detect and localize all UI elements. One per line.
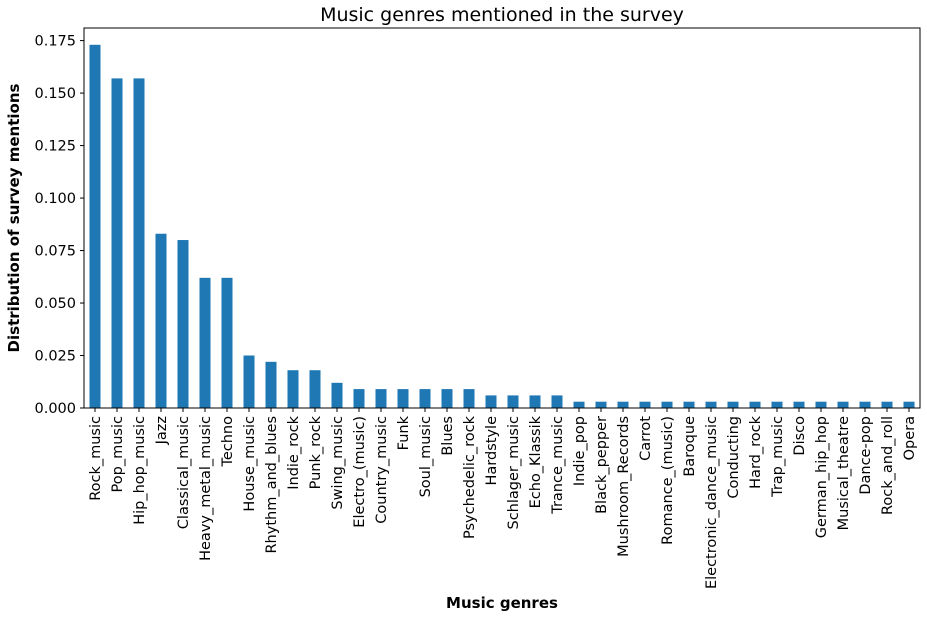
bar-heavy-metal-music <box>199 277 211 408</box>
bar-romance-music <box>661 401 673 408</box>
x-tick-label: Rock_music <box>88 416 104 501</box>
x-tick-label: Carrot <box>638 416 654 461</box>
bar-echo-klassik <box>529 395 541 408</box>
x-tick-label: Rhythm_and_blues <box>264 416 280 554</box>
y-tick-label: 0.075 <box>34 244 76 260</box>
y-tick-label: 0.175 <box>34 34 76 50</box>
bar-rock-and-roll <box>881 401 893 408</box>
bar-musical-theatre <box>837 401 849 408</box>
y-tick-label: 0.150 <box>34 86 76 102</box>
bar-rock-music <box>89 44 101 409</box>
bar-carrot <box>639 401 651 408</box>
bar-baroque <box>683 401 695 408</box>
bar-electronic-dance-music <box>705 401 717 408</box>
bar-country-music <box>375 389 387 408</box>
bar-german-hip-hop <box>815 401 827 408</box>
x-tick-label: Schlager_music <box>506 416 522 530</box>
bar-indie-rock <box>287 370 299 408</box>
bar-swing-music <box>331 382 343 408</box>
bar-disco <box>793 401 805 408</box>
bar-conducting <box>727 401 739 408</box>
bar-house-music <box>243 355 255 408</box>
bar-blues <box>441 389 453 408</box>
x-tick-label: Country_music <box>374 416 390 524</box>
bar-black-pepper <box>595 401 607 408</box>
x-tick-label: Opera <box>902 416 918 460</box>
x-tick-label: Hardstyle <box>484 416 500 486</box>
bar-soul-music <box>419 389 431 408</box>
bar-classical-music <box>177 240 189 408</box>
bars-group <box>89 44 915 409</box>
x-tick-label: Soul_music <box>418 416 434 497</box>
x-tick-label: Romance_(music) <box>660 416 676 545</box>
bar-dance-pop <box>859 401 871 408</box>
x-tick-label: Classical_music <box>176 416 192 529</box>
plot-frame <box>83 27 921 409</box>
y-tick-label: 0.050 <box>34 296 76 312</box>
bar-psychedelic-rock <box>463 389 475 408</box>
bar-trance-music <box>551 395 563 408</box>
x-tick-label: Echo_Klassik <box>528 415 544 508</box>
x-tick-label: House_music <box>242 416 258 512</box>
x-tick-label: Mushroom_Records <box>616 416 632 557</box>
bar-rhythm-and-blues <box>265 361 277 408</box>
x-tick-label: Disco <box>792 416 808 456</box>
bar-electro-music <box>353 389 365 408</box>
x-tick-label: Musical_theatre <box>836 416 852 530</box>
bar-opera <box>903 401 915 408</box>
bar-indie-pop <box>573 401 585 408</box>
x-tick-label: Black_pepper <box>594 416 610 514</box>
x-tick-label: Blues <box>440 416 456 456</box>
bar-funk <box>397 389 409 408</box>
x-tick-label: Psychedelic_rock <box>462 415 478 539</box>
x-tick-label: Indie_rock <box>286 415 302 489</box>
x-tick-label: Punk_rock <box>308 415 324 489</box>
x-tick-label: German_hip_hop <box>814 416 830 538</box>
x-tick-label: Pop_music <box>110 416 126 492</box>
x-tick-label: Conducting <box>726 416 742 499</box>
x-tick-label: Heavy_metal_music <box>198 416 214 561</box>
bar-hip-hop-music <box>133 78 145 408</box>
x-tick-label: Baroque <box>682 416 698 477</box>
x-tick-label: Electro_(music) <box>352 416 368 528</box>
x-tick-label: Trap_music <box>770 416 786 498</box>
bar-trap-music <box>771 401 783 408</box>
bar-jazz <box>155 233 167 408</box>
y-axis-label: Distribution of survey mentions <box>5 83 23 352</box>
x-tick-label: Dance-pop <box>858 416 874 495</box>
x-tick-label: Jazz <box>154 416 170 445</box>
bar-techno <box>221 277 233 408</box>
x-tick-label: Hip_hop_music <box>132 416 148 525</box>
y-tick-label: 0.125 <box>34 139 76 155</box>
x-tick-label: Hard_rock <box>748 415 764 488</box>
x-tick-label: Electronic_dance_music <box>704 416 720 589</box>
bar-schlager-music <box>507 395 519 408</box>
chart-title: Music genres mentioned in the survey <box>320 4 684 26</box>
bar-mushroom-records <box>617 401 629 408</box>
bar-punk-rock <box>309 370 321 408</box>
y-tick-label: 0.025 <box>34 349 76 365</box>
x-axis: Rock_music Pop_music Hip_hop_music Jazz Clas… <box>88 408 918 589</box>
y-tick-label: 0.100 <box>34 191 76 207</box>
x-tick-label: Rock_and_roll <box>880 416 896 515</box>
bar-hard-rock <box>749 401 761 408</box>
x-tick-label: Indie_pop <box>572 416 588 486</box>
x-tick-label: Funk <box>396 415 412 450</box>
bar-pop-music <box>111 78 123 408</box>
bar-hardstyle <box>485 395 497 408</box>
y-tick-label: 0.000 <box>34 401 76 417</box>
x-axis-label: Music genres <box>446 594 558 612</box>
x-tick-label: Trance_music <box>550 416 566 515</box>
x-tick-label: Techno <box>220 416 236 468</box>
y-axis: 0.000 0.025 0.050 0.075 0.100 0.125 0.150 0.175 <box>34 34 84 417</box>
x-tick-label: Swing_music <box>330 416 346 510</box>
